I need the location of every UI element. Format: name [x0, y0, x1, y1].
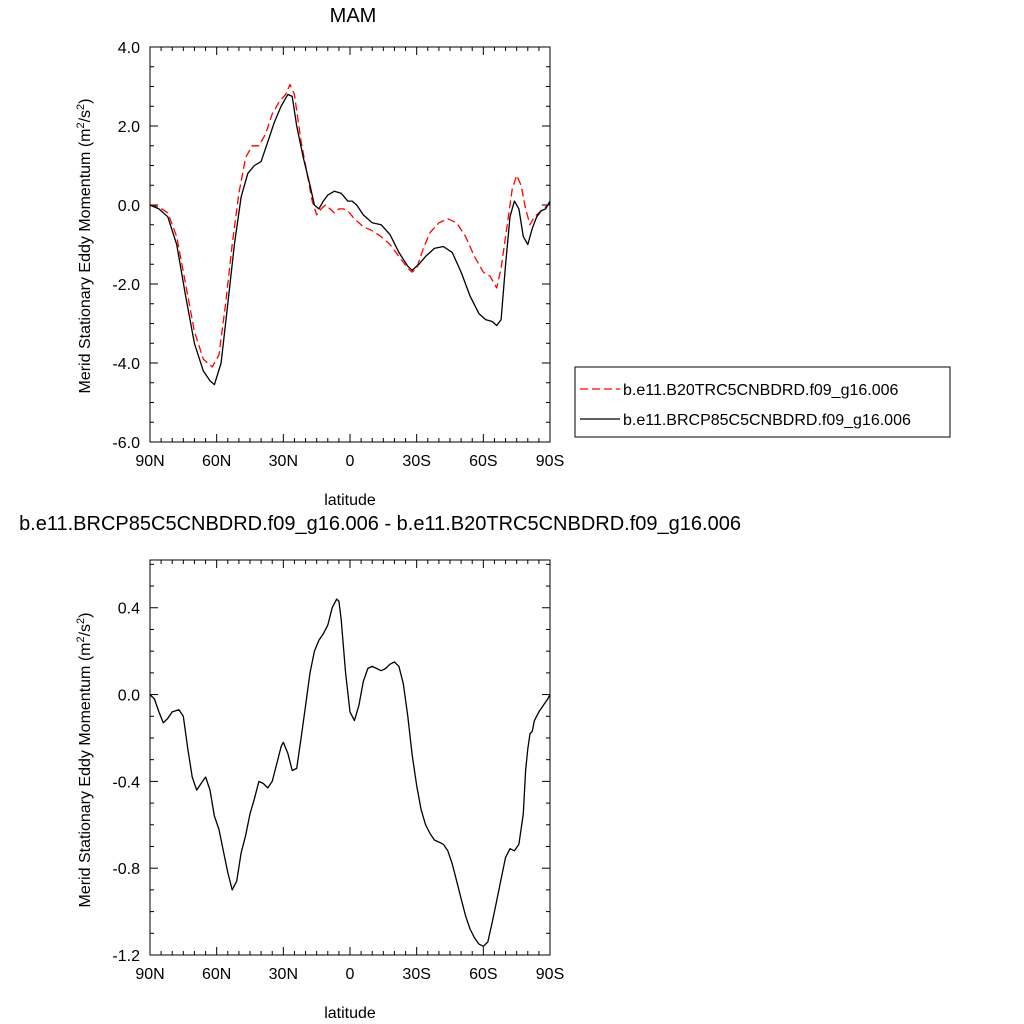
series-line-2: [149, 93, 551, 386]
y-axis-label: Merid Stationary Eddy Momentum (m2/s2): [75, 98, 94, 393]
tick-group: 90N 60N 30N 0 30S 60S 90S -6.0 -4.0 -2.0 0.0 2.0 4.0: [112, 40, 564, 470]
legend-box: [574, 366, 951, 438]
legend: b.e11.B20TRC5CNBDRD.f09_g16.006 b.e11.BR…: [574, 366, 951, 438]
top-chart: MAM 90N 60N 30N 0 30S 60S 90S -6.0 -4.0 -2.0 0.0 2.…: [75, 5, 951, 509]
x-tick-label: 60S: [469, 966, 497, 983]
x-tick-label: 30S: [402, 453, 430, 470]
bottom-chart: b.e11.BRCP85C5CNBDRD.f09_g16.006 - b.e11…: [19, 513, 741, 1022]
y-tick-label: 0.0: [118, 198, 140, 215]
x-tick-label: 60N: [202, 453, 231, 470]
x-axis-label: latitude: [324, 1005, 376, 1022]
chart-title: b.e11.BRCP85C5CNBDRD.f09_g16.006 - b.e11…: [19, 513, 741, 535]
x-tick-label: 90N: [135, 453, 164, 470]
x-tick-label: 0: [346, 453, 355, 470]
x-tick-label: 30N: [269, 966, 298, 983]
y-tick-label: -0.8: [112, 861, 140, 878]
y-tick-label: -4.0: [112, 356, 140, 373]
y-tick-label: 2.0: [118, 119, 140, 136]
y-axis-label: Merid Stationary Eddy Momentum (m2/s2): [75, 612, 94, 907]
x-tick-label: 90N: [135, 966, 164, 983]
series-layer: [149, 598, 551, 947]
tick-group: 90N 60N 30N 0 30S 60S 90S -1.2 -0.8 -0.4 0.0 0.4: [112, 560, 564, 983]
y-tick-label: -1.2: [112, 948, 140, 965]
legend-label-1: b.e11.B20TRC5CNBDRD.f09_g16.006: [623, 382, 899, 399]
y-tick-label: -2.0: [112, 277, 140, 294]
y-tick-label: 0.0: [118, 688, 140, 705]
x-tick-label: 90S: [536, 966, 564, 983]
chart-title: MAM: [330, 5, 377, 27]
x-tick-label: 30S: [402, 966, 430, 983]
series-line-1: [149, 598, 551, 947]
x-axis-label: latitude: [324, 492, 376, 509]
series-layer: [149, 83, 551, 386]
y-tick-label: -0.4: [112, 774, 140, 791]
series-line-1: [149, 83, 551, 368]
x-tick-label: 30N: [269, 453, 298, 470]
plot-frame: [149, 46, 551, 443]
plot-frame: [149, 559, 551, 956]
x-tick-label: 0: [346, 966, 355, 983]
x-tick-label: 90S: [536, 453, 564, 470]
x-tick-label: 60S: [469, 453, 497, 470]
y-tick-label: -6.0: [112, 435, 140, 452]
y-tick-label: 4.0: [118, 40, 140, 57]
legend-label-2: b.e11.BRCP85C5CNBDRD.f09_g16.006: [623, 412, 911, 429]
x-tick-label: 60N: [202, 966, 231, 983]
y-tick-label: 0.4: [118, 601, 140, 618]
